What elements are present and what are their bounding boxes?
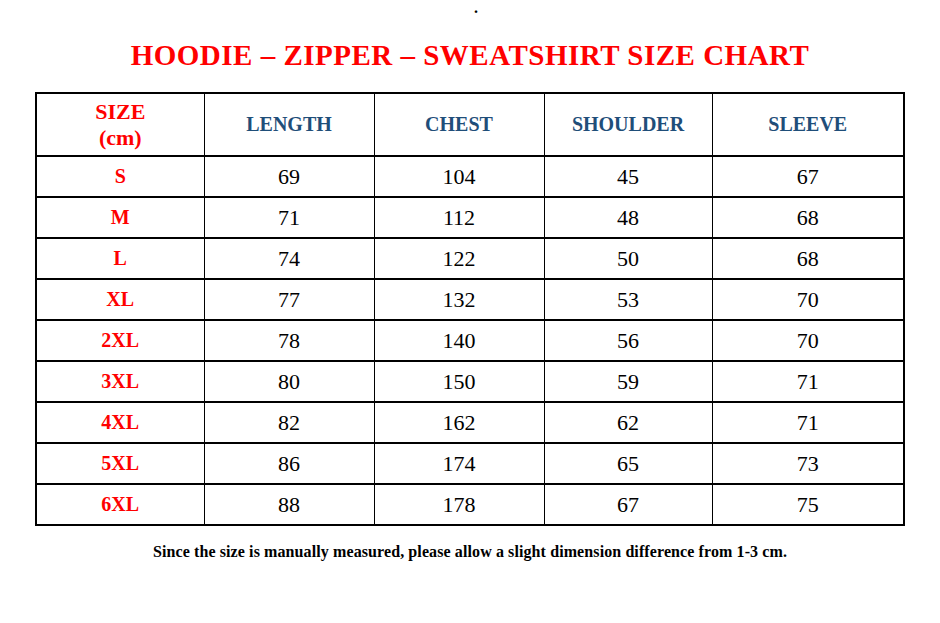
row-label: 5XL	[36, 443, 204, 484]
header-sleeve: SLEEVE	[712, 93, 904, 156]
cell-sleeve: 67	[712, 156, 904, 197]
cell-chest: 174	[374, 443, 544, 484]
cell-shoulder: 59	[544, 361, 712, 402]
row-label: M	[36, 197, 204, 238]
table-row: 5XL 86 174 65 73	[36, 443, 904, 484]
header-shoulder: SHOULDER	[544, 93, 712, 156]
cell-length: 77	[204, 279, 374, 320]
cell-chest: 140	[374, 320, 544, 361]
cell-shoulder: 56	[544, 320, 712, 361]
cell-shoulder: 67	[544, 484, 712, 525]
cell-length: 74	[204, 238, 374, 279]
cell-sleeve: 70	[712, 279, 904, 320]
cell-shoulder: 50	[544, 238, 712, 279]
cell-sleeve: 70	[712, 320, 904, 361]
cell-sleeve: 71	[712, 402, 904, 443]
header-length: LENGTH	[204, 93, 374, 156]
table-row: 4XL 82 162 62 71	[36, 402, 904, 443]
table-row: XL 77 132 53 70	[36, 279, 904, 320]
cell-length: 82	[204, 402, 374, 443]
row-label: 3XL	[36, 361, 204, 402]
row-label: S	[36, 156, 204, 197]
cell-length: 86	[204, 443, 374, 484]
row-label: L	[36, 238, 204, 279]
table-header-row: SIZE (cm) LENGTH CHEST SHOULDER SLEEVE	[36, 93, 904, 156]
table-row: M 71 112 48 68	[36, 197, 904, 238]
cell-chest: 162	[374, 402, 544, 443]
cell-sleeve: 73	[712, 443, 904, 484]
table-row: 3XL 80 150 59 71	[36, 361, 904, 402]
header-size-cm: SIZE (cm)	[36, 93, 204, 156]
cell-chest: 112	[374, 197, 544, 238]
table-row: S 69 104 45 67	[36, 156, 904, 197]
header-size-line2: (cm)	[99, 125, 142, 150]
header-size-line1: SIZE	[95, 99, 145, 124]
cell-chest: 150	[374, 361, 544, 402]
cell-sleeve: 71	[712, 361, 904, 402]
cell-shoulder: 62	[544, 402, 712, 443]
row-label: XL	[36, 279, 204, 320]
row-label: 2XL	[36, 320, 204, 361]
table-row: L 74 122 50 68	[36, 238, 904, 279]
size-chart-table: SIZE (cm) LENGTH CHEST SHOULDER SLEEVE S…	[35, 92, 905, 526]
cell-chest: 132	[374, 279, 544, 320]
cell-chest: 122	[374, 238, 544, 279]
cell-length: 88	[204, 484, 374, 525]
stray-period-mark: .	[474, 0, 478, 16]
cell-length: 80	[204, 361, 374, 402]
page-title: HOODIE – ZIPPER – SWEATSHIRT SIZE CHART	[0, 38, 940, 72]
cell-length: 69	[204, 156, 374, 197]
cell-shoulder: 53	[544, 279, 712, 320]
cell-chest: 104	[374, 156, 544, 197]
cell-length: 71	[204, 197, 374, 238]
cell-sleeve: 75	[712, 484, 904, 525]
cell-sleeve: 68	[712, 238, 904, 279]
cell-sleeve: 68	[712, 197, 904, 238]
row-label: 6XL	[36, 484, 204, 525]
measurement-disclaimer: Since the size is manually measured, ple…	[0, 543, 940, 561]
row-label: 4XL	[36, 402, 204, 443]
table-row: 2XL 78 140 56 70	[36, 320, 904, 361]
header-chest: CHEST	[374, 93, 544, 156]
cell-chest: 178	[374, 484, 544, 525]
cell-shoulder: 65	[544, 443, 712, 484]
cell-length: 78	[204, 320, 374, 361]
table-row: 6XL 88 178 67 75	[36, 484, 904, 525]
cell-shoulder: 45	[544, 156, 712, 197]
cell-shoulder: 48	[544, 197, 712, 238]
